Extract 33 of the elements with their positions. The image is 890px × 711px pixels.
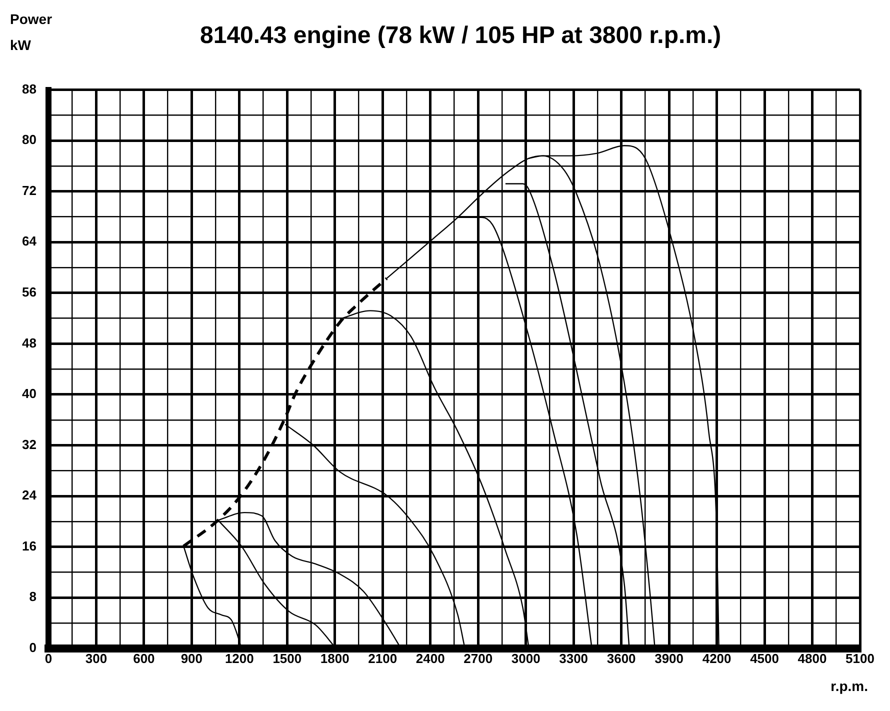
x-tick-label: 2100	[368, 650, 398, 666]
x-tick-label: 4800	[798, 650, 827, 666]
chart-title: 8140.43 engine (78 kW / 105 HP at 3800 r.p.m.)	[200, 22, 722, 50]
x-tick-label: 2400	[416, 650, 445, 666]
y-tick-label: 8	[29, 589, 36, 604]
y-tick-label: 16	[22, 538, 36, 554]
x-tick-label: 3900	[654, 650, 684, 666]
y-tick-label: 48	[22, 335, 36, 350]
y-tick-label: 88	[22, 81, 36, 96]
x-tick-label: 3600	[606, 650, 636, 666]
x-tick-label: 5100	[846, 650, 874, 666]
x-tick-label: 2700	[464, 650, 493, 666]
y-tick-label: 72	[22, 182, 36, 198]
y-tick-label: 64	[22, 234, 38, 249]
x-tick-label: 0	[44, 650, 52, 666]
x-tick-label: 3000	[511, 650, 540, 666]
x-tick-label: 4200	[702, 650, 732, 666]
x-axis-title: r.p.m.	[830, 678, 868, 694]
x-tick-label: 900	[180, 650, 203, 666]
x-tick-label: 3300	[559, 650, 588, 666]
y-tick-label: 80	[22, 132, 36, 148]
y-axis-title: Power kW	[10, 10, 54, 55]
x-tick-label: 4500	[750, 650, 779, 666]
y-tick-label: 32	[22, 436, 36, 452]
y-tick-label: 0	[29, 640, 36, 655]
y-tick-label: 24	[22, 488, 38, 503]
y-tick-label: 40	[22, 386, 36, 402]
x-tick-label: 1800	[320, 650, 350, 666]
x-tick-label: 1500	[272, 650, 302, 666]
x-tick-label: 1200	[224, 650, 254, 666]
x-tick-label: 300	[85, 650, 108, 666]
x-tick-label: 600	[133, 650, 155, 666]
y-tick-label: 56	[22, 284, 36, 300]
